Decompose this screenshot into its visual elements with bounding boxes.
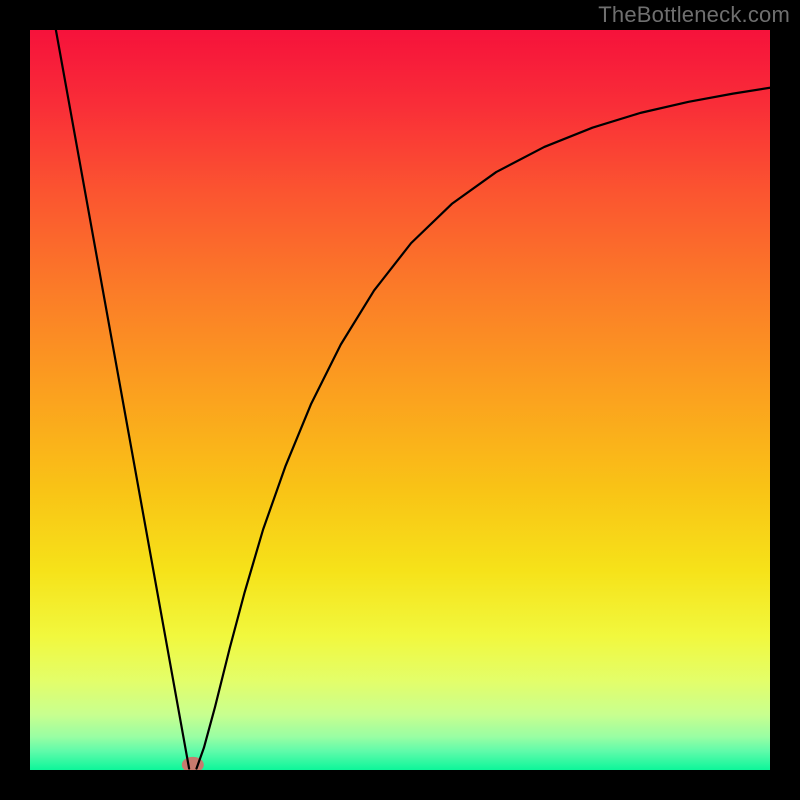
chart-plot-area <box>30 30 770 770</box>
watermark-text: TheBottleneck.com <box>598 2 790 28</box>
left-v-branch <box>56 30 189 769</box>
right-v-branch <box>197 88 771 769</box>
bottleneck-curve-svg <box>30 30 770 770</box>
